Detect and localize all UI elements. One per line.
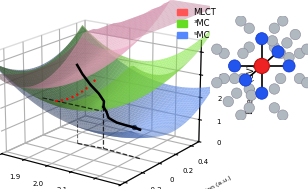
Legend: MLCT, ³MC, ⁵MC: MLCT, ³MC, ⁵MC bbox=[175, 6, 217, 41]
Circle shape bbox=[302, 77, 308, 88]
Circle shape bbox=[229, 73, 240, 84]
Circle shape bbox=[256, 33, 268, 45]
Circle shape bbox=[282, 38, 292, 48]
Circle shape bbox=[278, 16, 288, 26]
Circle shape bbox=[275, 48, 286, 59]
Circle shape bbox=[229, 60, 241, 72]
Circle shape bbox=[244, 42, 254, 52]
Circle shape bbox=[212, 77, 222, 88]
Circle shape bbox=[246, 90, 257, 101]
Circle shape bbox=[219, 73, 229, 84]
Circle shape bbox=[256, 87, 268, 99]
Circle shape bbox=[290, 29, 301, 40]
Circle shape bbox=[269, 42, 280, 52]
Circle shape bbox=[223, 96, 233, 107]
Circle shape bbox=[267, 36, 278, 46]
Circle shape bbox=[269, 23, 280, 33]
Circle shape bbox=[244, 103, 254, 113]
Circle shape bbox=[236, 110, 246, 120]
Circle shape bbox=[302, 44, 308, 54]
Circle shape bbox=[219, 48, 229, 59]
Circle shape bbox=[283, 60, 295, 72]
Circle shape bbox=[238, 48, 248, 59]
Circle shape bbox=[272, 46, 284, 58]
Circle shape bbox=[240, 74, 252, 86]
Circle shape bbox=[269, 103, 280, 113]
Circle shape bbox=[244, 23, 254, 33]
Circle shape bbox=[238, 73, 248, 84]
Circle shape bbox=[244, 84, 254, 94]
Circle shape bbox=[294, 73, 305, 84]
Circle shape bbox=[284, 52, 294, 63]
Circle shape bbox=[278, 110, 288, 120]
Circle shape bbox=[254, 58, 269, 74]
Circle shape bbox=[212, 44, 222, 54]
Circle shape bbox=[294, 48, 305, 59]
Y-axis label: tetragonal distortion (a.u.): tetragonal distortion (a.u.) bbox=[156, 175, 232, 189]
Circle shape bbox=[269, 84, 280, 94]
Circle shape bbox=[275, 73, 286, 84]
Circle shape bbox=[231, 88, 242, 98]
Circle shape bbox=[236, 16, 246, 26]
